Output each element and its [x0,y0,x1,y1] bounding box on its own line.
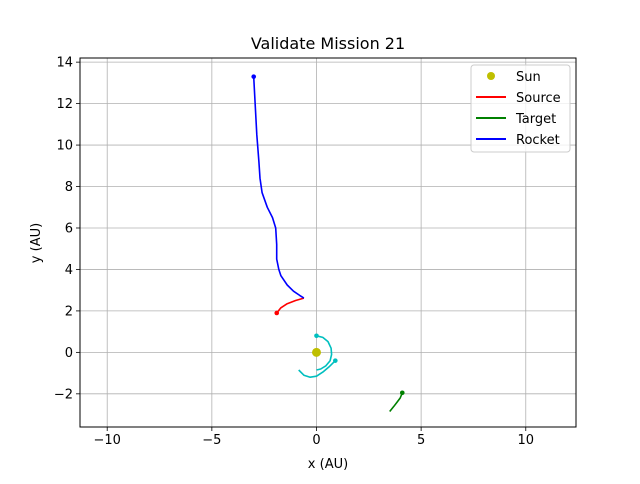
series-group [251,74,405,413]
legend-target-label: Target [515,112,556,127]
y-tick-label: 10 [56,139,73,154]
plot-frame [79,57,577,428]
y-tick-label: 2 [65,304,73,319]
sun-marker [311,347,321,357]
orbit-5-endpoint [333,358,338,363]
legend-source-label: Source [516,91,561,106]
ticks: −10 −5 0 5 10 −2 0 2 4 6 8 10 12 14 [54,56,534,448]
x-tick-label: 5 [417,433,425,448]
x-tick-label: 0 [312,433,320,448]
orbit-5-line [298,360,336,379]
y-axis-label: y (AU) [29,223,44,263]
source-line [276,297,305,314]
y-tick-label: 6 [65,221,73,236]
rocket-line [252,76,305,299]
source-endpoint [274,310,280,316]
legend-sun-marker [487,72,495,80]
y-tick-label: 8 [65,180,73,195]
legend: Sun Source Target Rocket [470,64,571,153]
target-line [389,392,404,413]
x-tick-label: −5 [202,433,221,448]
legend-sun-label: Sun [516,70,541,85]
y-tick-label: 0 [65,346,73,361]
y-tick-label: 14 [56,56,73,71]
y-tick-label: 4 [65,263,73,278]
target-endpoint [399,390,405,396]
chart-title: Validate Mission 21 [251,34,405,53]
y-tick-label: −2 [54,387,73,402]
x-axis-label: x (AU) [308,457,348,472]
legend-box [470,64,571,153]
grid [80,58,576,427]
x-tick-label: 10 [517,433,534,448]
orbit-4-line [316,335,333,371]
rocket-endpoint [251,74,257,79]
x-tick-label: −10 [93,433,120,448]
legend-rocket-label: Rocket [516,133,560,148]
y-tick-label: 12 [56,97,73,112]
orbit-4-endpoint [314,333,319,339]
